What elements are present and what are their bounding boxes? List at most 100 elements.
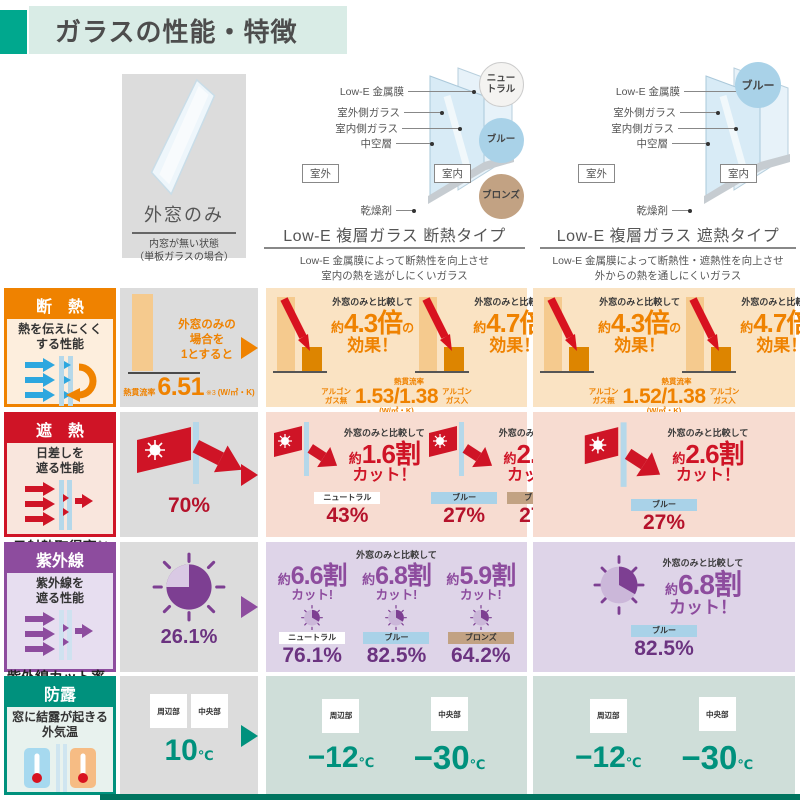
label-air-layer: 中空層 <box>262 136 434 151</box>
solar-gain-outer-value: 70% <box>167 494 211 517</box>
outer-window-only-card: 外窓のみ 内窓が無い状態 （単板ガラスの場合） <box>122 74 246 263</box>
uv-category-title: 紫外線 <box>7 545 113 573</box>
label-outer-glass: 室外側ガラス <box>538 105 720 120</box>
dew-item: 中央部 −30℃ <box>413 697 486 776</box>
outer-only-note: 内窓が無い状態 （単板ガラスの場合） <box>134 239 234 263</box>
sun-deflect-icon <box>428 422 492 476</box>
uv-effect-item: 約6.6割 カット! ニュートラル 76.1% <box>277 562 348 667</box>
uv-percent: 82.5% <box>366 643 427 667</box>
badge-column: ニュートラル 43% <box>314 491 381 528</box>
arrow-right-icon <box>241 724 258 747</box>
uv-effect-item: 約5.9割 カット! ブロンズ 64.2% <box>446 562 516 667</box>
uv-performance-label: 紫外線を 遮る性能 <box>35 576 84 605</box>
divider <box>540 247 796 249</box>
dew-item: 周辺部 −12℃ <box>307 698 375 774</box>
dew-category-card: 防露 窓に結露が起きる 外気温 外気温比較※6 <box>4 676 116 795</box>
label-desiccant: 乾燥剤 <box>538 203 692 218</box>
heat-flow-icon <box>22 354 98 413</box>
inside-box: 室内 <box>720 164 757 183</box>
effect-item: 外窓のみと比較して 約4.3倍の 効果！ <box>272 294 414 378</box>
shield-type-dew-panel: 周辺部 −12℃ 中央部 −30℃ <box>533 676 795 795</box>
effect-item: 外窓のみと比較して 約4.7倍の 効果！ <box>681 294 800 378</box>
badge-column: ブルー 27% <box>431 491 498 528</box>
peripheral-label-box: 周辺部 <box>589 698 627 733</box>
uv-sun-pie-small-icon <box>301 604 324 630</box>
arrow-right-icon <box>241 463 258 486</box>
arrow-right-icon <box>241 336 258 359</box>
shield-type-description: Low-E 金属膜によって断熱性・遮熱性を向上させ 外からの熱を通しにくいガラス <box>552 255 784 282</box>
uv-sun-pie-small-icon <box>469 604 492 630</box>
dew-item: 周辺部 −12℃ <box>575 698 642 773</box>
label-inner-glass: 室内側ガラス <box>262 121 462 136</box>
u-value-detail: アルゴン ガス無 熱貫流率 1.52/1.38 (W/㎡・K) アルゴン ガス入 <box>588 377 740 415</box>
blue-badge: ブルー <box>631 624 697 637</box>
shade-effect-item: 外窓のみと比較して 約2.6割 カット！ ブルー 27% <box>580 422 748 534</box>
badge-column: ブルー 82.5% <box>631 624 697 661</box>
title-bar: ガラスの性能・特徴 <box>29 6 347 54</box>
dew-temp: −30℃ <box>413 739 486 776</box>
inside-box: 室内 <box>434 164 471 183</box>
thermometers-icon <box>22 742 98 799</box>
badge-column: ブルー 27% <box>630 499 697 535</box>
outside-box: 室外 <box>302 164 339 183</box>
single-pane-glass-illustration <box>150 78 216 196</box>
label-lowe-film: Low-E 金属膜 <box>538 84 752 99</box>
bronze-badge: ブロンズ <box>447 631 514 644</box>
center-label-box: 中央部 <box>430 697 468 731</box>
outer-only-title: 外窓のみ <box>144 205 224 225</box>
outer-only-uv-cell: 26.1% <box>120 542 258 672</box>
shade-performance-label: 日差しを 遮る性能 <box>35 446 84 475</box>
shade-percent: 43% <box>326 503 369 527</box>
title-accent-block <box>0 10 27 54</box>
row-dew: 防露 窓に結露が起きる 外気温 外気温比較※6 周辺部 中央部 <box>0 676 800 795</box>
uv-sun-pie-small-icon <box>385 604 408 630</box>
reference-caption: 外窓のみの 場合を 1とすると <box>178 319 236 361</box>
swatch-blue: ブルー <box>478 118 524 163</box>
shade-category-title: 遮 熱 <box>7 415 113 443</box>
dew-item: 中央部 −30℃ <box>681 697 753 774</box>
uv-percent: 82.5% <box>634 636 694 660</box>
arrow-right-icon <box>241 596 258 618</box>
insulation-type-description: Low-E 金属膜によって断熱性を向上させ 室内の熱を逃がしにくいガラス <box>299 255 490 282</box>
uv-sun-pie-icon <box>152 552 226 622</box>
shield-type-heat-panel: 外窓のみと比較して 約4.3倍の 効果！ 外窓のみと比較して 約4.7倍の <box>533 288 800 414</box>
insulation-type-title: Low-E 複層ガラス 断熱タイプ <box>283 228 506 245</box>
axis-line <box>128 372 200 374</box>
outside-box: 室外 <box>578 164 615 183</box>
insulation-color-swatches: ニュー トラル ブルー ブロンズ <box>478 62 524 219</box>
outer-only-shade-cell: 70% <box>120 412 258 537</box>
uv-category-card: 紫外線 紫外線を 遮る性能 紫外線カット率※5 <box>4 542 116 696</box>
insulation-category-card: 断 熱 熱を伝えにくく する性能 熱貫流率※1※2 <box>4 288 116 431</box>
shade-percent: 27% <box>443 503 486 527</box>
bar-drop-icon <box>540 297 594 373</box>
insulation-performance-label: 熱を伝えにくく する性能 <box>18 322 102 351</box>
insulation-type-shade-panel: 外窓のみと比較して 約1.6割 カット！ ニュートラル 43% <box>266 412 579 537</box>
sun-pass-through-icon <box>137 422 243 484</box>
shade-effect-item: 外窓のみと比較して 約1.6割 カット！ ニュートラル 43% <box>270 422 425 531</box>
effect-item: 外窓のみと比較して 約4.7倍の 効果！ <box>414 294 556 378</box>
shield-type-uv-panel: 外窓のみと比較して 約6.8割 カット！ ブルー 82.5% <box>533 542 795 672</box>
u-value-outer: 熱貫流率 6.51 ※3 (W/㎡・K) <box>123 373 255 401</box>
label-air-layer: 中空層 <box>538 136 710 151</box>
outer-only-dew-cell: 周辺部 中央部 10℃ <box>120 676 258 795</box>
row-uv: 紫外線 紫外線を 遮る性能 紫外線カット率※5 <box>0 542 800 696</box>
shield-type-title: Low-E 複層ガラス 遮熱タイプ <box>556 228 780 245</box>
shade-category-card: 遮 熱 日差しを 遮る性能 日射熱取得率※4 <box>4 412 116 555</box>
uv-effect-item: 約6.8割 カット! ブルー 82.5% <box>362 562 432 667</box>
insulation-type-uv-panel: 外窓のみと比較して 約6.6割 カット! ニュートラル 76.1% <box>266 542 527 672</box>
effect-item: 外窓のみと比較して 約4.3倍の 効果！ <box>539 294 681 378</box>
dew-temp: −30℃ <box>681 739 754 776</box>
bar-drop-icon <box>682 297 737 373</box>
center-label-box: 中央部 <box>191 694 228 728</box>
label-outer-glass: 室外側ガラス <box>262 105 444 120</box>
insulation-category-title: 断 熱 <box>7 291 113 319</box>
outer-only-insulation-cell: 外窓のみの 場合を 1とすると 熱貫流率 6.51 ※3 (W/㎡・K) <box>120 288 258 407</box>
sun-deflect-icon <box>274 422 338 476</box>
dew-temp: −12℃ <box>307 740 375 774</box>
bar-drop-icon <box>273 297 327 373</box>
insulation-type-dew-panel: 周辺部 −12℃ 中央部 −30℃ <box>266 676 527 795</box>
sun-block-arrows-icon <box>22 478 98 537</box>
shield-type-shade-panel: 外窓のみと比較して 約2.6割 カット！ ブルー 27% <box>533 412 795 537</box>
uv-block-arrows-icon <box>22 608 98 667</box>
